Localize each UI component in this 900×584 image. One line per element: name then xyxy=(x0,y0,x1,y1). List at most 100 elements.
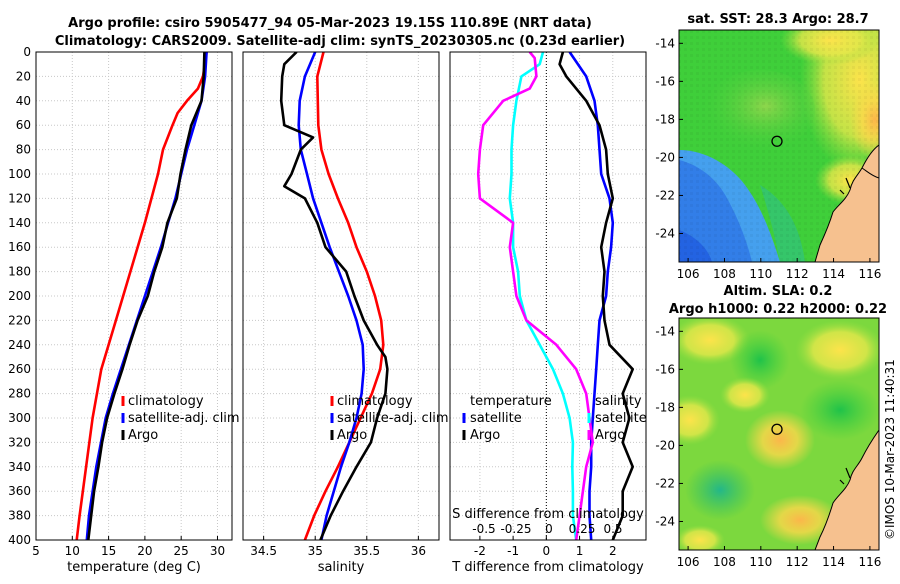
map-y-tick-label: -18 xyxy=(655,112,675,126)
map-x-tick-label: 116 xyxy=(858,555,881,569)
y-tick-label: 120 xyxy=(8,191,31,205)
sst-map-title: sat. SST: 28.3 Argo: 28.7 xyxy=(687,12,868,27)
plot-frame xyxy=(449,51,647,541)
s-tick-label: 0.5 xyxy=(603,522,622,536)
x-tick-label: 0 xyxy=(543,544,551,558)
x-tick-label: 5 xyxy=(32,544,40,558)
y-tick-label: 300 xyxy=(8,411,31,425)
y-tick-label: 100 xyxy=(8,167,31,181)
legend-label-salinity-argo: Argo xyxy=(595,428,625,443)
x-tick-label: -1 xyxy=(507,544,519,558)
sla-high-patch xyxy=(679,525,725,550)
x-tick-label: 35.5 xyxy=(353,544,380,558)
sla-map xyxy=(679,318,879,550)
x-tick-label: 1 xyxy=(576,544,584,558)
series-line-salinity-argo xyxy=(558,52,635,540)
s-tick-label: 0 xyxy=(545,522,553,536)
y-tick-label: 280 xyxy=(8,387,31,401)
x-tick-label: 2 xyxy=(609,544,617,558)
x-tick-label: -2 xyxy=(474,544,486,558)
x-tick-label: 34.5 xyxy=(250,544,277,558)
y-tick-label: 220 xyxy=(8,313,31,327)
sla-islands xyxy=(839,467,851,485)
sla-peak-patch xyxy=(745,410,815,470)
y-tick-label: 180 xyxy=(8,265,31,279)
map-y-tick-label: -20 xyxy=(655,150,675,164)
y-tick-label: 80 xyxy=(16,143,31,157)
difference-legend: temperature satellite Argo salinity sate… xyxy=(462,394,647,443)
sla-argo-position-marker xyxy=(771,423,783,435)
s-tick-label: -0.25 xyxy=(500,522,531,536)
sst-islands xyxy=(839,177,851,195)
difference-xlabel: T difference from climatology xyxy=(451,560,644,575)
map-y-tick-label: -18 xyxy=(655,400,675,414)
map-y-tick-label: -24 xyxy=(655,514,675,528)
y-tick-label: 20 xyxy=(16,69,31,83)
sla-map-frame xyxy=(678,317,880,551)
x-tick-label: 15 xyxy=(101,544,116,558)
series-line-temperature-argo xyxy=(476,52,595,540)
plot-frame xyxy=(35,51,233,541)
sla-map-title-2: Argo h1000: 0.22 h2000: 0.22 xyxy=(669,302,887,317)
series-line-salinity-satellite xyxy=(568,52,615,540)
legend-label-argo: Argo xyxy=(337,428,367,443)
map-x-tick-label: 108 xyxy=(713,267,736,281)
salinity-xlabel: salinity xyxy=(318,560,365,575)
map-x-tick-label: 110 xyxy=(749,555,772,569)
sla-low-patch xyxy=(730,330,790,390)
y-tick-label: 140 xyxy=(8,216,31,230)
series-line-satellite-adj-clim xyxy=(297,52,366,540)
x-tick-label: 25 xyxy=(174,544,189,558)
title-line-1: Argo profile: csiro 5905477_94 05-Mar-20… xyxy=(68,16,592,31)
sst-land xyxy=(814,144,879,262)
x-tick-label: 36 xyxy=(411,544,426,558)
difference-panel: -2 -1 0 1 2 xyxy=(449,51,647,558)
map-y-tick-label: -22 xyxy=(655,188,675,202)
y-tick-label: 160 xyxy=(8,240,31,254)
map-y-tick-label: -24 xyxy=(655,226,675,240)
map-y-tick-label: -16 xyxy=(655,362,675,376)
sst-argo-position-marker xyxy=(771,135,783,147)
temperature-legend: climatology satellite-adj. clim Argo xyxy=(121,394,240,443)
map-y-tick-label: -16 xyxy=(655,74,675,88)
plot-area xyxy=(36,52,232,540)
y-tick-label: 240 xyxy=(8,338,31,352)
legend-label-climatology: climatology xyxy=(337,394,413,409)
x-tick-label: 20 xyxy=(137,544,152,558)
title-line-2: Climatology: CARS2009. Satellite-adj cli… xyxy=(55,34,625,49)
difference-xlabel-top: S difference from climatology xyxy=(452,507,644,522)
series-line-temperature-satellite xyxy=(508,52,578,540)
salinity-diff-tick-labels: -0.5 -0.25 0 0.25 0.5 xyxy=(472,522,622,536)
y-tick-label: 40 xyxy=(16,94,31,108)
map-x-tick-label: 112 xyxy=(786,555,809,569)
y-tick-label: 200 xyxy=(8,289,31,303)
legend-label-argo: Argo xyxy=(128,428,158,443)
temperature-panel: 5 10 15 20 25 3002040608010012014016018020022… xyxy=(8,45,233,558)
map-x-tick-label: 114 xyxy=(822,555,845,569)
sla-high-patch xyxy=(679,395,720,445)
series-line-climatology xyxy=(75,52,208,540)
sst-map-ticks: 106 108 110 112 114 116 -14 -16 -18 -20 -22 -24 xyxy=(655,36,881,281)
temperature-xlabel: temperature (deg C) xyxy=(67,560,201,575)
y-tick-label: 260 xyxy=(8,362,31,376)
sla-high-patch xyxy=(795,320,879,380)
legend-label-satellite: satellite-adj. clim xyxy=(128,411,240,426)
map-x-tick-label: 110 xyxy=(749,267,772,281)
map-x-tick-label: 106 xyxy=(677,555,700,569)
series-line-argo xyxy=(87,52,206,540)
s-tick-label: -0.5 xyxy=(472,522,495,536)
legend-label-climatology: climatology xyxy=(128,394,204,409)
sst-coastline xyxy=(861,167,879,179)
sla-low-patch xyxy=(685,460,755,520)
x-tick-label: 35 xyxy=(308,544,323,558)
map-x-tick-label: 116 xyxy=(858,267,881,281)
salinity-legend: climatology satellite-adj. clim Argo xyxy=(330,394,449,443)
y-tick-label: 360 xyxy=(8,484,31,498)
s-tick-label: 0.25 xyxy=(569,522,596,536)
y-tick-label: 380 xyxy=(8,509,31,523)
series-line-climatology xyxy=(303,52,385,540)
y-tick-label: 340 xyxy=(8,460,31,474)
sla-peak-patch xyxy=(760,495,840,545)
map-x-tick-label: 106 xyxy=(677,267,700,281)
legend-label-satellite: satellite-adj. clim xyxy=(337,411,449,426)
